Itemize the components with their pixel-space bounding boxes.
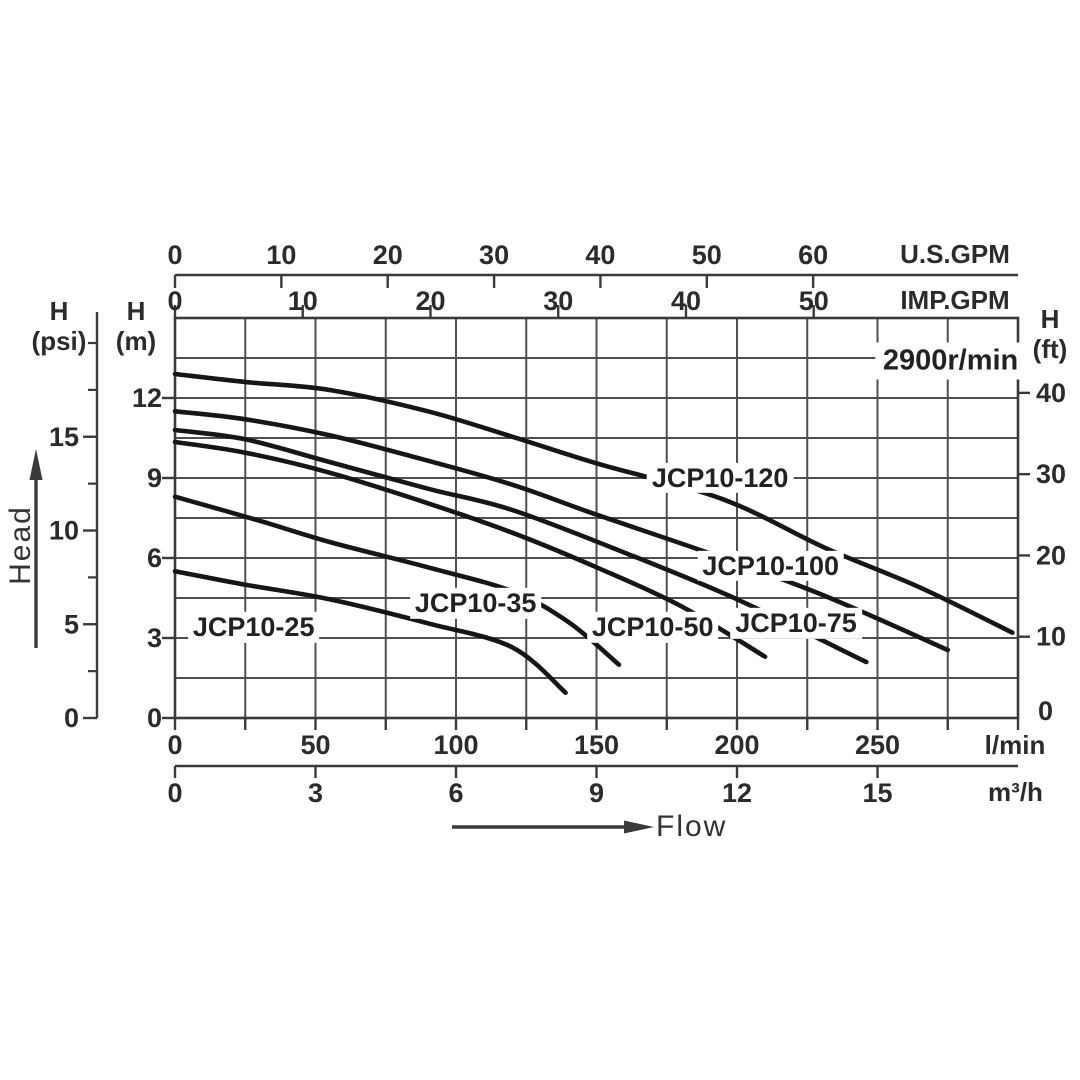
m-axis-header: H (m) bbox=[100, 296, 172, 356]
psi-axis-header-unit: (psi) bbox=[31, 326, 87, 356]
psi-tick-label: 5 bbox=[64, 609, 79, 639]
m-axis-header-unit: (m) bbox=[115, 326, 157, 356]
m-tick-label: 9 bbox=[147, 463, 162, 493]
us-gpm-tick-label: 20 bbox=[373, 240, 403, 270]
flow-arrow-head bbox=[624, 820, 654, 834]
psi-axis-header: H (psi) bbox=[20, 296, 98, 356]
m3h-tick-label: 6 bbox=[448, 778, 463, 808]
curve-label-JCP10-75: JCP10-75 bbox=[730, 608, 862, 639]
curve-label-JCP10-100: JCP10-100 bbox=[697, 550, 845, 582]
curve-JCP10-50 bbox=[172, 439, 768, 659]
m3h-tick-label: 3 bbox=[308, 778, 323, 808]
imp-gpm-unit-label: IMP.GPM bbox=[900, 285, 1010, 315]
flow-axis-label: Flow bbox=[656, 810, 728, 843]
lmin-tick-label: 50 bbox=[300, 730, 330, 760]
lmin-tick-label: 150 bbox=[574, 730, 619, 760]
ft-zero-label: 0 bbox=[1038, 696, 1053, 726]
imp-gpm-tick-label: 10 bbox=[288, 286, 318, 316]
ft-tick-label: 30 bbox=[1036, 459, 1066, 489]
imp-gpm-tick-label: 20 bbox=[415, 286, 445, 316]
speed-annotation: 2900r/min bbox=[874, 342, 1027, 380]
m3h-unit-label: m³/h bbox=[988, 777, 1043, 807]
head-axis-label: Head bbox=[4, 505, 37, 585]
us-gpm-tick-label: 10 bbox=[266, 240, 296, 270]
curve-JCP10-25 bbox=[172, 569, 568, 695]
imp-gpm-tick-label: 40 bbox=[671, 286, 701, 316]
imp-gpm-tick-label: 30 bbox=[543, 286, 573, 316]
psi-axis-header-h: H bbox=[49, 296, 69, 326]
curve-label-JCP10-120: JCP10-120 bbox=[646, 462, 794, 494]
curve-label-JCP10-35: JCP10-35 bbox=[409, 588, 542, 619]
imp-gpm-tick-label: 50 bbox=[799, 286, 829, 316]
ft-tick-label: 40 bbox=[1036, 378, 1066, 408]
curve-JCP10-100 bbox=[172, 409, 951, 653]
imp-gpm-tick-label: 0 bbox=[167, 286, 182, 316]
lmin-tick-label: 100 bbox=[433, 730, 478, 760]
ft-axis-header: H (ft) bbox=[1014, 304, 1080, 364]
ft-tick-label: 20 bbox=[1036, 540, 1066, 570]
curve-JCP10-75 bbox=[172, 427, 869, 665]
lmin-unit-label: l/min bbox=[984, 730, 1046, 760]
m-tick-label: 3 bbox=[147, 623, 162, 653]
us-gpm-tick-label: 30 bbox=[479, 240, 509, 270]
m3h-tick-label: 12 bbox=[722, 778, 752, 808]
us-gpm-tick-label: 0 bbox=[167, 240, 182, 270]
lmin-tick-label: 0 bbox=[167, 730, 182, 760]
m-tick-label: 0 bbox=[147, 703, 162, 733]
lmin-tick-label: 200 bbox=[714, 730, 759, 760]
m3h-tick-label: 9 bbox=[589, 778, 604, 808]
m-tick-label: 6 bbox=[147, 543, 162, 573]
us-gpm-tick-label: 40 bbox=[585, 240, 615, 270]
curve-label-JCP10-25: JCP10-25 bbox=[187, 612, 320, 643]
ft-tick-label: 10 bbox=[1036, 622, 1066, 652]
m3h-tick-label: 0 bbox=[167, 778, 182, 808]
psi-tick-label: 10 bbox=[49, 516, 79, 546]
ft-axis-header-h: H bbox=[1040, 304, 1060, 334]
us-gpm-tick-label: 60 bbox=[798, 240, 828, 270]
lmin-tick-label: 250 bbox=[855, 730, 900, 760]
us-gpm-tick-label: 50 bbox=[692, 240, 722, 270]
head-arrow-head bbox=[29, 449, 43, 480]
curve-label-JCP10-50: JCP10-50 bbox=[586, 612, 719, 643]
m-tick-label: 12 bbox=[132, 383, 162, 413]
curve-JCP10-35 bbox=[172, 494, 622, 667]
psi-tick-label: 0 bbox=[64, 703, 79, 733]
m3h-tick-label: 15 bbox=[862, 778, 892, 808]
curve-JCP10-120 bbox=[172, 371, 1015, 635]
us-gpm-unit-label: U.S.GPM bbox=[900, 239, 1010, 269]
m-axis-header-h: H bbox=[126, 296, 146, 326]
psi-tick-label: 15 bbox=[49, 422, 79, 452]
ft-axis-header-unit: (ft) bbox=[1032, 334, 1068, 364]
